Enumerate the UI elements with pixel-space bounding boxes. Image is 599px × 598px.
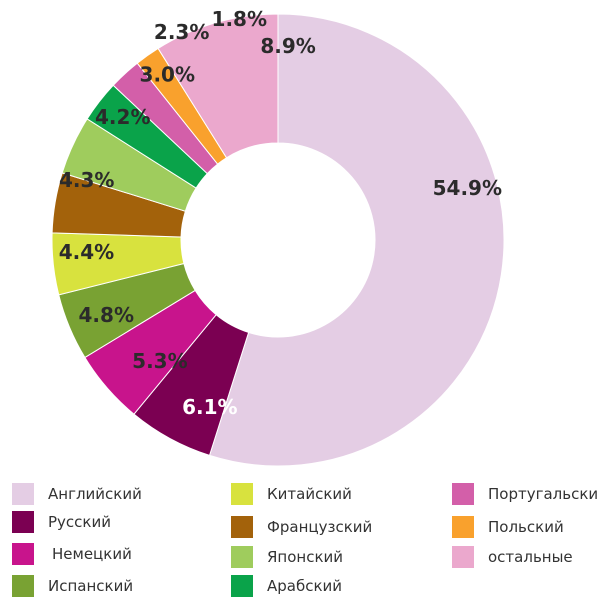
legend-swatch-english: [12, 483, 34, 505]
slice-label-3: 5.3%: [132, 349, 187, 373]
legend-label-english: Английский: [48, 485, 142, 503]
legend-item-japanese: Японский: [231, 545, 343, 569]
legend-swatch-russian: [12, 511, 34, 533]
legend-swatch-german: [12, 543, 34, 565]
slice-label-1: 54.9%: [433, 176, 502, 200]
slice-label-8: 3.0%: [140, 62, 195, 86]
legend-item-german: Немецкий: [12, 542, 132, 566]
legend-swatch-japanese: [231, 546, 253, 568]
slice-label-11: 8.9%: [260, 34, 315, 58]
slices-group: [51, 13, 505, 467]
legend-swatch-polish: [452, 516, 474, 538]
legend-label-arabic: Арабский: [267, 577, 343, 595]
legend-item-french: Французский: [231, 515, 372, 539]
legend-swatch-french: [231, 516, 253, 538]
slice-label-10: 1.8%: [212, 7, 267, 31]
slice-label-2: 6.1%: [182, 395, 237, 419]
legend-label-portuguese: Португальский: [488, 485, 599, 503]
legend-item-chinese: Китайский: [231, 482, 352, 506]
legend-label-spanish: Испанский: [48, 577, 134, 595]
slice-1: [208, 13, 505, 467]
slice-label-4: 4.8%: [79, 303, 134, 327]
legend-swatch-spanish: [12, 575, 34, 597]
legend-item-russian: Русский: [12, 510, 111, 534]
legend-label-german: Немецкий: [52, 545, 132, 563]
slice-label-5: 4.4%: [59, 240, 114, 264]
legend-label-russian: Русский: [48, 513, 111, 531]
legend-swatch-chinese: [231, 483, 253, 505]
slice-labels-group: 54.9% 6.1% 5.3% 4.8% 4.4% 4.3% 4.2% 3.0% 2.3%1.8…: [59, 7, 502, 419]
legend-item-arabic: Арабский: [231, 574, 342, 598]
slice-label-9: 2.3%: [154, 20, 209, 44]
legend-label-others: остальные: [488, 548, 573, 566]
legend-label-polish: Польский: [488, 518, 564, 536]
legend-item-portuguese: Португальский: [452, 482, 599, 506]
legend-swatch-others: [452, 546, 474, 568]
legend-item-english: Английский: [12, 482, 142, 506]
legend-swatch-portuguese: [452, 483, 474, 505]
legend-item-polish: Польский: [452, 515, 564, 539]
legend-item-others: остальные: [452, 545, 573, 569]
legend-label-japanese: Японский: [267, 548, 344, 566]
legend-item-spanish: Испанский: [12, 574, 133, 598]
legend: Английский Русский Немецкий Испанский Ки…: [0, 470, 599, 598]
donut-chart: 54.9% 6.1% 5.3% 4.8% 4.4% 4.3% 4.2% 3.0% 2.3%1.8…: [51, 7, 505, 467]
slice-11: [157, 13, 279, 159]
legend-label-french: Французский: [267, 518, 373, 536]
legend-label-chinese: Китайский: [267, 485, 352, 503]
slice-label-6: 4.3%: [59, 168, 114, 192]
legend-swatch-arabic: [231, 575, 253, 597]
slice-label-7: 4.2%: [95, 105, 150, 129]
